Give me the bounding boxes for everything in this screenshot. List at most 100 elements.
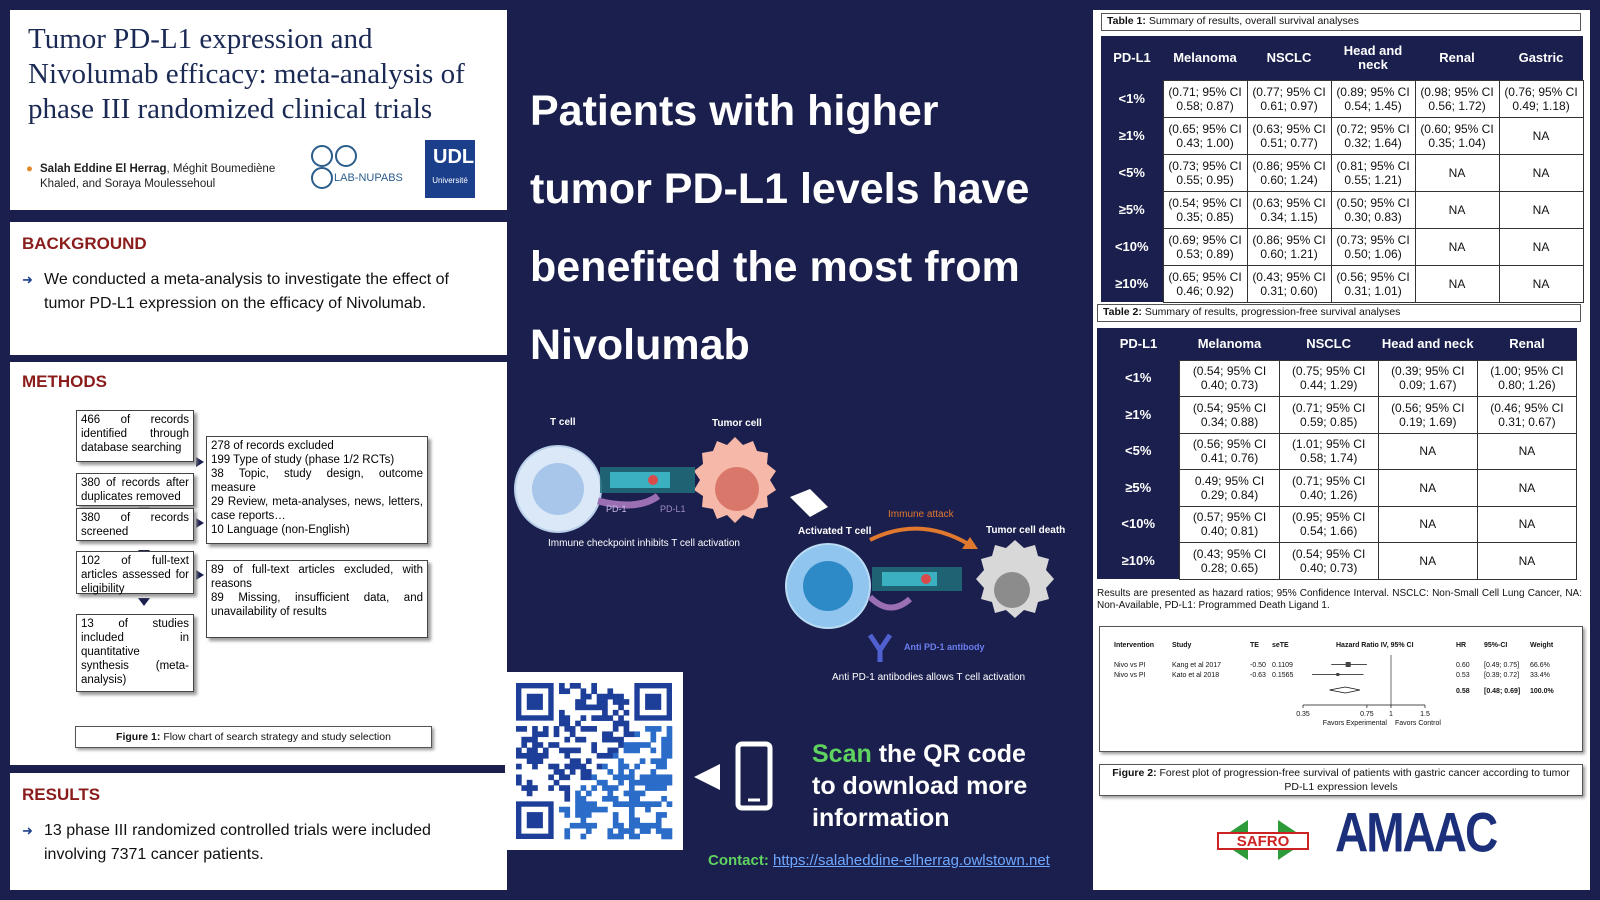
qr-module [612,795,619,802]
flow-box: 466 of records identified through databa… [76,410,194,462]
qr-module [628,806,635,813]
qr-module [618,763,624,770]
qr-module [602,763,608,770]
qr-module [628,785,635,791]
qr-module [602,704,608,711]
qr-module [623,763,630,770]
qr-module [602,785,608,791]
table-cell: (0.63; 95% CI 0.51; 0.77) [1246,116,1332,155]
qr-module [655,774,662,781]
qr-module [532,726,538,732]
qr-module [526,747,533,754]
qr-module [628,795,635,802]
qr-module [602,736,608,743]
qr-module [628,801,635,808]
qr-module [618,720,624,727]
table-cell: NA [1498,227,1584,266]
header-row: PD-L1 Melanoma NSCLC Head and neck Renal [1097,328,1577,360]
table-caption: Table 2: Summary of results, progression… [1097,304,1581,322]
exclusion-line: 38 Topic, study design, outcome measure [211,468,423,494]
qr-module [612,752,619,759]
qr-module [607,688,614,695]
qr-module [645,822,651,829]
column-header: Melanoma [1163,36,1247,80]
qr-module [655,828,662,834]
qr-module [596,763,603,770]
qr-module [575,720,581,727]
qr-module [564,720,571,727]
row-header: <1% [1097,360,1180,397]
qr-module [650,801,657,808]
table-cell: (0.73; 95% CI 0.50; 1.06) [1330,227,1416,266]
qr-module [596,806,603,813]
qr-module [585,693,592,700]
row-header: ≥5% [1097,469,1180,506]
hr-marker [1336,673,1340,676]
column-header: Renal [1477,328,1577,360]
qr-module [591,747,597,754]
qr-module [618,715,624,721]
qr-module [564,736,571,743]
qr-module [516,774,522,781]
qr-code[interactable] [505,672,683,850]
study-te: -0.50 [1250,662,1266,669]
qr-module [661,752,667,759]
qr-module [628,833,635,840]
contact-link[interactable]: https://salaheddine-elherrag.owlstown.ne… [773,852,1050,869]
caption-text: Forest plot of progression-free survival… [1159,767,1570,793]
caption-label: Table 1: [1107,15,1146,27]
qr-module [575,801,581,808]
illustration-label: PD-1 [606,504,627,514]
qr-module [666,801,673,808]
qr-module [666,833,673,840]
column-header: Melanoma [1179,328,1280,360]
column-header: TE [1250,642,1259,649]
qr-module [639,774,646,781]
qr-module [580,806,587,813]
qr-module [516,726,522,732]
illustration-label: Tumor cell death [986,525,1065,536]
qr-module [591,774,597,781]
qr-module [580,833,587,840]
university-logo: UDL Université [425,140,475,198]
qr-module [655,785,662,791]
qr-module [569,726,576,732]
qr-module [580,693,587,700]
qr-module [580,795,587,802]
amaac-logo: AMAAC [1335,801,1498,864]
qr-module [666,752,673,759]
table-cell: NA [1498,190,1584,229]
contact-label: Contact: [708,852,769,869]
qr-module [580,736,587,743]
qr-module [521,736,528,743]
university-mark: UDL [433,146,475,168]
table-row: <10% (0.69; 95% CI 0.53; 0.89) (0.86; 95% … [1101,227,1584,266]
qr-module [591,726,597,732]
qr-module [645,828,651,834]
table-row: ≥1% (0.65; 95% CI 0.43; 1.00) (0.63; 95% C… [1101,116,1584,155]
qr-module [612,774,619,781]
hr-marker [1345,662,1351,667]
pooled-diamond [1329,686,1360,694]
qr-module [580,704,587,711]
qr-module [618,822,624,829]
qr-module [585,704,592,711]
qr-module [591,742,597,748]
qr-module [564,795,571,802]
table-cell: (0.43; 95% CI 0.31; 0.60) [1246,264,1332,303]
column-header: Head and neck [1331,36,1415,80]
forest-plot-box: Intervention Study TE seTE Hazard Ratio IV, … [1099,626,1583,752]
study-ci: [0.49; 0.75] [1484,662,1519,669]
qr-finder [526,693,543,710]
qr-module [569,769,576,775]
qr-module [580,822,587,829]
qr-module [645,726,651,732]
caption-label: Figure 2: [1112,767,1157,779]
qr-module [628,747,635,754]
qr-module [580,812,587,818]
scan-word: Scan [812,740,872,768]
qr-module [580,726,587,732]
qr-module [607,731,614,738]
qr-module [639,742,646,748]
